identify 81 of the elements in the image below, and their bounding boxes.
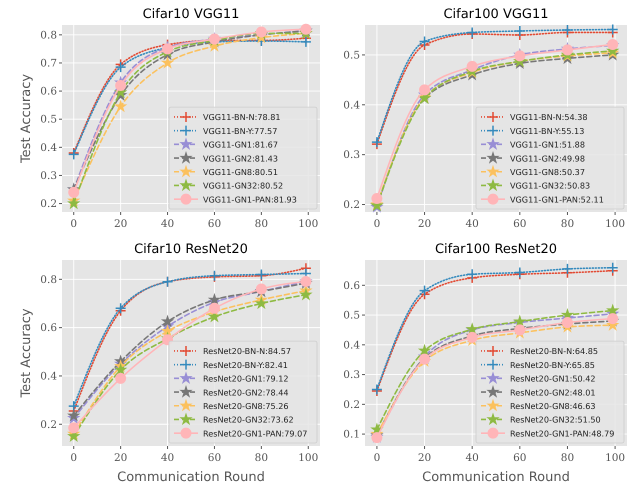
legend-label: VGG11-GN1-PAN:52.11 [510,194,604,204]
legend-label: VGG11-GN2:49.98 [510,153,585,164]
y-tick-label: 0.2 [40,418,57,431]
y-tick-label: 0.4 [40,370,58,382]
y-tick-label: 0.6 [40,86,58,98]
legend-label: ResNet20-GN1:50.42 [510,374,596,384]
legend-label: VGG11-GN1:81.67 [203,140,278,150]
x-tick-label: 40 [465,452,479,464]
x-axis-title: Communication Round [422,470,570,485]
x-tick-label: 100 [298,452,318,464]
y-tick-label: 0.4 [40,142,58,154]
x-tick-label: 40 [160,452,174,464]
legend-label: ResNet20-GN1-PAN:48.79 [510,428,614,438]
x-tick-label: 80 [254,452,268,464]
y-tick-label: 0.8 [40,274,57,286]
legend-label: ResNet20-GN2:48.01 [510,387,596,398]
x-tick-label: 80 [254,218,268,230]
legend-label: VGG11-GN1:51.88 [510,140,585,150]
legend-label: ResNet20-GN2:78.44 [203,387,289,398]
y-tick-label: 0.3 [343,149,360,162]
legend-label: VGG11-GN32:50.83 [510,180,590,191]
x-tick-label: 60 [208,452,222,464]
y-tick-label: 0.3 [343,369,360,382]
x-tick-label: 20 [114,452,128,464]
legend-label: ResNet20-GN1:79.12 [203,374,289,384]
y-tick-label: 0.2 [343,398,360,411]
legend-label: VGG11-GN32:80.52 [203,180,284,191]
legend-label: ResNet20-BN-N:64.85 [510,346,598,356]
y-tick-label: 0.4 [343,99,360,112]
y-tick-label: 0.2 [343,199,360,212]
legend-label: VGG11-GN8:80.51 [203,166,278,177]
legend-label: ResNet20-BN-Y:82.41 [203,360,288,370]
y-tick-label: 0.5 [343,310,360,322]
x-tick-label: 0 [70,452,78,464]
y-axis-title: Test Accuracy [19,74,34,164]
legend-label: VGG11-GN8:50.37 [510,166,585,177]
x-axis-title: Communication Round [117,470,265,485]
y-tick-label: 0.5 [343,49,360,62]
x-tick-label: 20 [418,452,432,464]
y-tick-label: 0.3 [40,170,57,182]
y-tick-label: 0.2 [40,198,57,210]
legend-label: VGG11-BN-N:78.81 [203,112,280,122]
x-tick-label: 0 [374,452,380,464]
chart-title: Cifar10 VGG11 [142,7,240,22]
x-tick-label: 60 [513,218,527,230]
x-tick-label: 100 [605,218,626,230]
legend-label: VGG11-GN2:81.43 [203,153,278,164]
legend-label: ResNet20-GN8:46.63 [510,400,596,411]
legend-label: ResNet20-BN-Y:65.85 [510,360,595,370]
y-tick-label: 0.8 [40,29,57,42]
legend-label: VGG11-BN-N:54.38 [510,112,588,122]
legend-label: ResNet20-GN32:73.62 [203,414,294,425]
x-tick-label: 20 [418,218,432,230]
legend-label: VGG11-BN-Y:77.57 [203,126,278,136]
x-tick-label: 80 [560,218,574,230]
x-tick-label: 40 [465,218,479,230]
chart-title: Cifar100 ResNet20 [434,242,558,257]
y-tick-label: 0.6 [343,280,360,292]
x-tick-label: 20 [114,218,128,230]
y-tick-label: 0.6 [40,322,58,334]
x-tick-label: 100 [298,218,318,230]
y-tick-label: 0.4 [343,339,360,352]
x-tick-label: 40 [160,218,174,230]
y-tick-label: 0.1 [343,428,360,441]
legend-label: ResNet20-GN32:51.50 [510,414,601,425]
y-tick-label: 0.5 [40,114,57,126]
y-tick-label: 0.7 [40,57,57,70]
x-tick-label: 60 [208,218,222,230]
x-tick-label: 60 [513,452,527,464]
x-tick-label: 100 [605,452,626,464]
legend-label: VGG11-BN-Y:55.13 [510,126,584,136]
legend-label: VGG11-GN1-PAN:81.93 [203,194,297,204]
x-tick-label: 80 [560,452,574,464]
legend-label: ResNet20-GN1-PAN:79.07 [203,428,308,438]
x-tick-label: 0 [70,218,78,230]
legend-label: ResNet20-BN-N:84.57 [203,346,292,356]
chart-title: Cifar10 ResNet20 [134,242,248,257]
legend-label: ResNet20-GN8:75.26 [203,400,289,411]
x-tick-label: 0 [374,218,380,230]
y-axis-title: Test Accuracy [19,308,34,399]
chart-title: Cifar100 VGG11 [443,7,549,22]
